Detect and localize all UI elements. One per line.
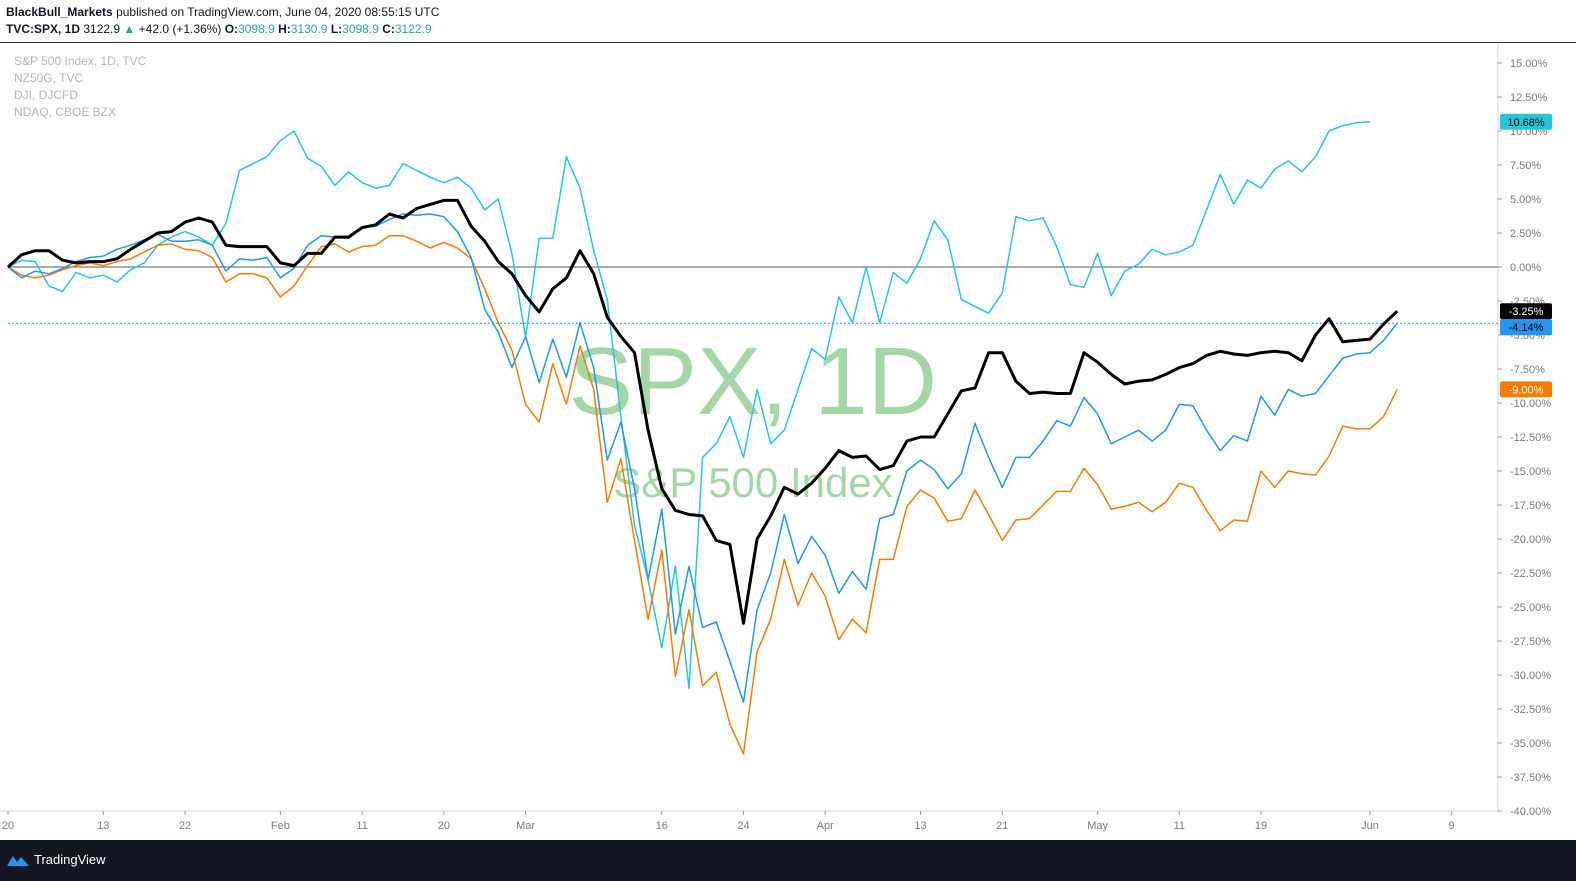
y-tick-label: -15.00%	[1510, 466, 1551, 478]
publisher-name[interactable]: BlackBull_Markets	[6, 5, 113, 19]
last-value-badge-bg	[1500, 113, 1552, 130]
x-tick-label: 9	[1449, 820, 1455, 832]
y-tick-label: -22.50%	[1510, 568, 1551, 580]
y-tick-label: -40.00%	[1510, 806, 1551, 818]
y-tick-label: -12.50%	[1510, 432, 1551, 444]
y-tick-label: -35.00%	[1510, 738, 1551, 750]
x-tick-label: 21	[996, 820, 1008, 832]
y-tick-label: -32.50%	[1510, 704, 1551, 716]
legend-item[interactable]: DJI, DJCFD	[14, 88, 78, 102]
y-tick-label: -37.50%	[1510, 772, 1551, 784]
series-line-3	[6, 198, 1399, 625]
last-value-badge: -3.25%	[1500, 303, 1552, 320]
footer-bar: TradingView	[0, 840, 1576, 881]
y-tick-label: -7.50%	[1510, 364, 1545, 376]
low-label: L:	[330, 22, 343, 36]
chart-frame: SPX, 1D S&P 500 Index S&P 500 Index, 1D,…	[0, 42, 1576, 841]
series-line-2	[7, 213, 1398, 703]
x-tick-label: 11	[356, 820, 367, 832]
y-tick-label: -10.00%	[1510, 398, 1551, 410]
up-arrow-icon: ▲	[123, 22, 136, 36]
y-tick-label: -17.50%	[1510, 500, 1551, 512]
y-tick-label: -20.00%	[1510, 534, 1551, 546]
open-label: O:	[224, 22, 239, 36]
time-scale[interactable]: 20 13 22 Feb 11 20 Mar 16 24 Apr 13 21 May 11 19 Jun 9	[0, 810, 1498, 832]
y-tick-label: -25.00%	[1510, 602, 1551, 614]
y-tick-label: -30.00%	[1510, 670, 1551, 682]
y-tick-label: 5.00%	[1510, 194, 1541, 206]
legend: S&P 500 Index, 1D, TVC NZ50G, TVC DJI, DJC…	[14, 54, 147, 119]
y-tick-label: 15.00%	[1510, 58, 1548, 70]
last-value-text: -3.25%	[1509, 306, 1544, 318]
last-value-labels: 10.68% -3.25% -4.14% -9.00%	[1500, 113, 1552, 398]
series-line-1	[7, 234, 1398, 755]
x-tick-label: May	[1087, 820, 1108, 832]
y-tick-label: 7.50%	[1510, 160, 1541, 172]
last-value-text: -9.00%	[1509, 384, 1544, 396]
last-value-badge: -9.00%	[1500, 381, 1552, 398]
legend-item[interactable]: NDAQ, CBOE BZX	[14, 105, 116, 119]
y-tick-label: 12.50%	[1510, 92, 1548, 104]
x-tick-label: 13	[914, 820, 926, 832]
series-line-0	[7, 121, 1371, 690]
x-tick-label: 22	[179, 820, 191, 832]
last-value-badge-bg	[1500, 381, 1552, 398]
watermark-title: SPX, 1D	[569, 328, 937, 435]
y-tick-label: 2.50%	[1510, 228, 1541, 240]
x-tick-label: 11	[1174, 820, 1185, 832]
published-text: published on TradingView.com, June 04, 2…	[116, 5, 440, 19]
chart-header: BlackBull_Markets published on TradingVi…	[0, 0, 1576, 42]
x-tick-label: 13	[97, 820, 109, 832]
chart-background	[0, 43, 1576, 841]
last-value-badge-bg	[1500, 319, 1552, 336]
reference-lines	[8, 266, 1498, 324]
watermark: SPX, 1D S&P 500 Index	[569, 328, 937, 506]
open-value: 3098.9	[238, 22, 275, 36]
y-tick-label: 0.00%	[1510, 262, 1541, 274]
series-lines	[6, 121, 1399, 755]
last-price: 3122.9	[83, 22, 121, 36]
high-value: 3130.9	[290, 22, 328, 36]
x-tick-label: 19	[1255, 820, 1267, 832]
tradingview-logo-icon	[7, 856, 29, 866]
last-value-badge-bg	[1500, 303, 1552, 320]
last-value-text: 10.68%	[1507, 117, 1545, 129]
last-value-badge: 10.68%	[1500, 113, 1552, 130]
low-value: 3098.9	[342, 22, 379, 36]
symbol-label: TVC:SPX, 1D	[6, 22, 81, 36]
high-label: H:	[278, 22, 291, 36]
close-label: C:	[382, 22, 395, 36]
x-tick-label: 24	[737, 820, 749, 832]
comparison-chart[interactable]: SPX, 1D S&P 500 Index S&P 500 Index, 1D,…	[0, 43, 1576, 841]
x-tick-label: 20	[438, 820, 450, 832]
y-tick-label: -27.50%	[1510, 636, 1551, 648]
publish-line: BlackBull_Markets published on TradingVi…	[6, 5, 439, 19]
ohlc-line: TVC:SPX, 1D 3122.9 ▲ +42.0 (+1.36%) O:30…	[6, 22, 432, 36]
close-value: 3122.9	[394, 22, 432, 36]
last-value-text: -4.14%	[1509, 322, 1544, 334]
change-value: +42.0 (+1.36%)	[138, 22, 222, 36]
x-tick-label: Jun	[1361, 820, 1379, 832]
x-tick-label: Feb	[271, 820, 290, 832]
footer-brand[interactable]: TradingView	[34, 852, 106, 867]
x-tick-label: Mar	[516, 820, 535, 832]
x-tick-label: 16	[656, 820, 668, 832]
legend-item[interactable]: NZ50G, TVC	[14, 71, 83, 85]
last-value-badge: -4.14%	[1500, 319, 1552, 336]
legend-item[interactable]: S&P 500 Index, 1D, TVC	[14, 54, 147, 68]
x-tick-label: 20	[2, 820, 14, 832]
x-tick-label: Apr	[817, 820, 834, 832]
